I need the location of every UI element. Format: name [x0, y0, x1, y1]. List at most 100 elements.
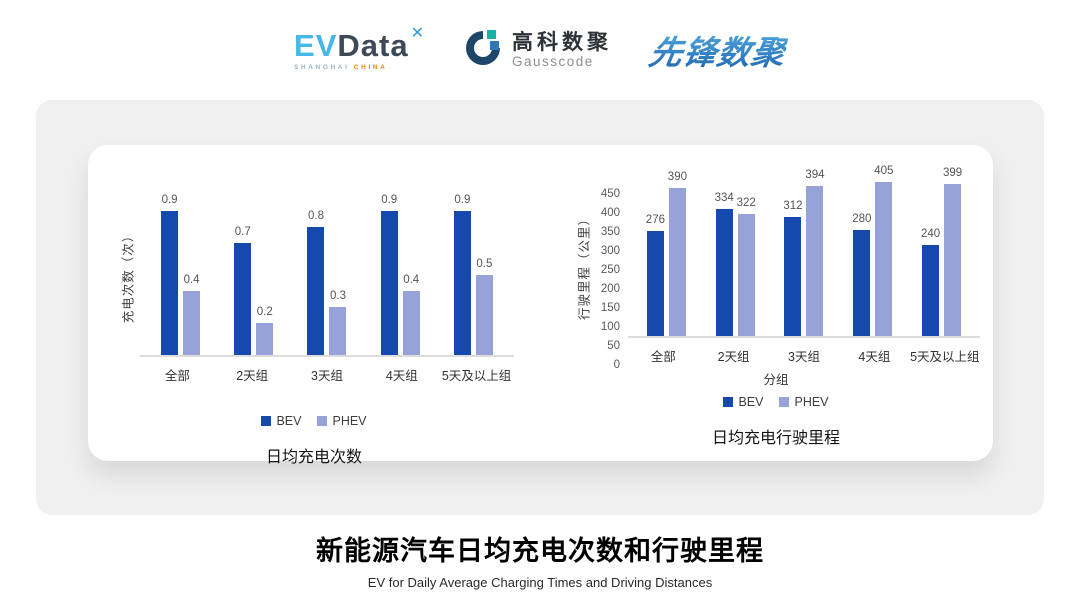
legend-label: BEV — [738, 395, 764, 409]
category-label: 全部 — [650, 350, 676, 364]
bar-bev-3天组: 0.8 — [307, 210, 325, 355]
bar-value-label: 0.9 — [381, 194, 398, 206]
evdata-data-text: Data — [337, 27, 409, 63]
bar-bev-5天及以上组: 0.9 — [453, 194, 471, 355]
bar-group-全部: 276 390 — [632, 171, 701, 336]
bar-group-3天组: 0.8 0.3 — [290, 210, 363, 355]
bar-group-5天及以上组: 0.9 0.5 — [437, 194, 510, 355]
y-axis-label: 行驶里程（公里） — [577, 211, 592, 321]
bar-phev-5天及以上组: 399 — [943, 167, 962, 336]
category-label: 3天组 — [311, 369, 343, 383]
gausscode-en-name: Gausscode — [511, 54, 594, 70]
bar-value-label: 0.9 — [454, 194, 471, 206]
category-label: 5天及以上组 — [441, 369, 512, 383]
logo-bar: EV Data ✕ SHANGHAI CHINA 高科数聚 Gausscode 先锋… — [0, 18, 1080, 82]
bar-group-3天组: 312 394 — [770, 169, 839, 336]
bar-value-label: 0.3 — [329, 290, 346, 302]
y-axis-label-wrap: 充电次数（次） — [114, 167, 140, 384]
bar-group-2天组: 334 322 — [701, 192, 770, 336]
gausscode-cn-name: 高科数聚 — [511, 30, 612, 54]
bar-phev-4天组: 0.4 — [402, 274, 420, 355]
plot-area: 276 390 334 322 312 394 280 405 240 399 全部 2天组 3天组 4… — [628, 165, 980, 365]
y-tick-label: 350 — [600, 225, 620, 238]
bar-group-全部: 0.9 0.4 — [144, 194, 217, 355]
evdata-china-text: CHINA — [349, 63, 388, 71]
plot-row: 充电次数（次） 0.9 0.4 0.7 0.2 0.8 0.3 0.9 0.4 0.9 0.5 全… — [114, 167, 514, 384]
bar-group-2天组: 0.7 0.2 — [217, 226, 290, 355]
y-tick-label: 50 — [607, 339, 620, 352]
bar-value-label: 0.5 — [476, 258, 493, 270]
legend-label: BEV — [276, 414, 302, 428]
category-label: 2天组 — [236, 369, 269, 383]
bar-value-label: 399 — [943, 167, 963, 179]
evdata-logo: EV Data ✕ SHANGHAI CHINA — [294, 25, 425, 71]
bar-phev-5天及以上组: 0.5 — [475, 258, 493, 355]
bar-phev-4天组: 405 — [874, 165, 893, 336]
gausscode-g-icon — [463, 28, 503, 73]
bars-area: 0.9 0.4 0.7 0.2 0.8 0.3 0.9 0.4 0.9 0.5 — [140, 167, 514, 357]
y-tick-label: 100 — [600, 320, 620, 333]
evdata-subtext: SHANGHAI CHINA — [294, 64, 425, 71]
bar-value-label: 0.8 — [307, 210, 324, 222]
chart-title: 日均充电次数 — [265, 449, 362, 466]
bar-bev-全部: 276 — [646, 214, 665, 336]
bar-phev-3天组: 394 — [805, 169, 825, 336]
gausscode-text: 高科数聚 Gausscode — [512, 31, 612, 69]
category-label: 4天组 — [858, 350, 891, 364]
chart-daily-driving-distance: 行驶里程（公里） 0 50 100 150 200 250 300 350 400 450 276… — [572, 165, 980, 448]
legend-label: PHEV — [794, 395, 829, 409]
y-tick-label: 400 — [600, 206, 620, 219]
legend-swatch-phev — [317, 416, 328, 426]
bar-bev-2天组: 0.7 — [234, 226, 252, 355]
y-tick-label: 250 — [600, 263, 620, 276]
bar-bev-4天组: 0.9 — [380, 194, 398, 355]
plot-area: 0.9 0.4 0.7 0.2 0.8 0.3 0.9 0.4 0.9 0.5 全部 2天组 3天组 4… — [140, 167, 514, 384]
evdata-ev-text: EV — [294, 27, 338, 63]
category-label: 4天组 — [385, 369, 418, 383]
evdata-shanghai-text: SHANGHAI — [294, 63, 350, 71]
bar-value-label: 322 — [736, 197, 756, 209]
category-label: 全部 — [164, 369, 190, 383]
bar-value-label: 0.2 — [256, 306, 273, 318]
category-axis: 全部 2天组 3天组 4天组 5天及以上组 — [628, 338, 980, 365]
chart-daily-charging-times: 充电次数（次） 0.9 0.4 0.7 0.2 0.8 0.3 0.9 0.4 0.9 0.5 全… — [114, 167, 514, 467]
bar-value-label: 0.4 — [403, 274, 420, 286]
y-tick-label: 0 — [613, 358, 620, 371]
bar-value-label: 0.9 — [161, 194, 178, 206]
y-tick-label: 200 — [600, 282, 620, 295]
bar-value-label: 312 — [783, 200, 803, 212]
bar-phev-全部: 0.4 — [183, 274, 201, 355]
bar-bev-2天组: 334 — [715, 192, 734, 336]
bar-value-label: 334 — [714, 192, 734, 204]
gausscode-logo: 高科数聚 Gausscode — [463, 28, 612, 73]
category-label: 2天组 — [717, 350, 750, 364]
main-title: 新能源汽车日均充电次数和行驶里程 — [316, 536, 764, 566]
bar-value-label: 280 — [852, 213, 872, 225]
legend-item-bev: BEV — [261, 414, 301, 428]
bar-phev-2天组: 0.2 — [256, 306, 274, 355]
bar-value-label: 394 — [805, 169, 825, 181]
bar-bev-3天组: 312 — [783, 200, 803, 336]
category-label: 5天及以上组 — [910, 350, 980, 364]
bar-bev-5天及以上组: 240 — [921, 228, 940, 336]
y-tick-label: 300 — [600, 244, 620, 257]
y-tick-label: 150 — [600, 301, 620, 314]
bar-group-4天组: 280 405 — [838, 165, 907, 336]
category-axis: 全部 2天组 3天组 4天组 5天及以上组 — [140, 357, 514, 384]
evdata-wordmark: EV Data ✕ — [294, 25, 425, 63]
bar-value-label: 405 — [874, 165, 894, 177]
legend-swatch-bev — [723, 397, 734, 407]
bar-group-5天及以上组: 240 399 — [907, 167, 976, 336]
bar-group-4天组: 0.9 0.4 — [364, 194, 437, 355]
pioneer-shuju-logo: 先锋数聚 — [646, 26, 790, 74]
bar-bev-4天组: 280 — [852, 213, 871, 336]
bar-value-label: 390 — [667, 171, 687, 183]
footer: 新能源汽车日均充电次数和行驶里程 EV for Daily Average Ch… — [0, 529, 1080, 590]
legend-item-bev: BEV — [723, 395, 763, 409]
legend-item-phev: PHEV — [779, 395, 829, 409]
legend-item-phev: PHEV — [317, 414, 367, 428]
bar-value-label: 276 — [645, 214, 665, 226]
x-axis-label — [114, 384, 514, 404]
y-axis-label: 充电次数（次） — [121, 228, 136, 323]
